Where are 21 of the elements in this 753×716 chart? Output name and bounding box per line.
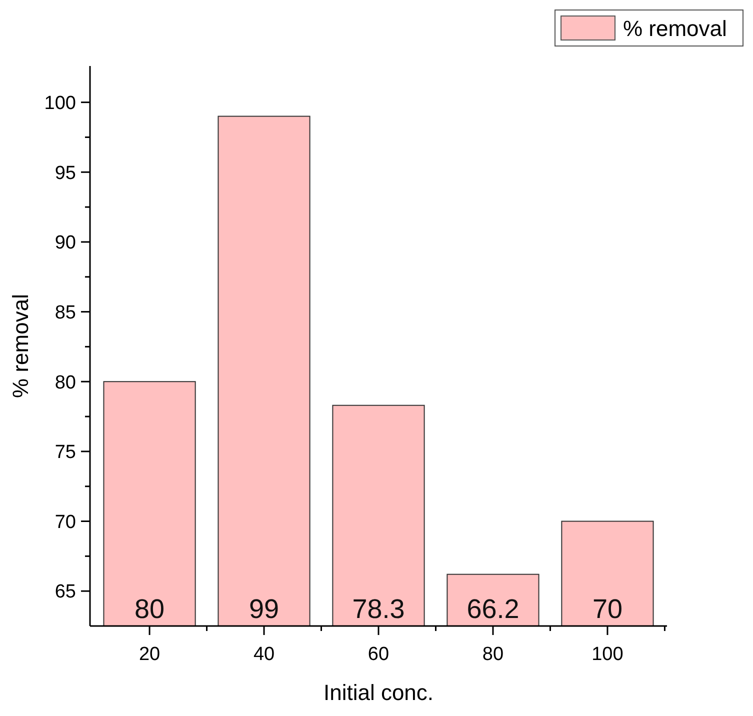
y-tick-label: 70 <box>54 512 76 533</box>
y-axis-title: % removal <box>8 294 33 398</box>
y-tick-label: 75 <box>54 442 76 464</box>
x-tick-label: 60 <box>368 644 390 665</box>
data-label: 99 <box>248 594 280 624</box>
x-tick-label: 40 <box>253 644 275 665</box>
data-label: 66.2 <box>466 594 520 624</box>
x-tick-label: 80 <box>482 644 504 665</box>
y-tick-label: 95 <box>54 162 76 184</box>
y-tick-label: 100 <box>44 92 76 114</box>
legend-label: % removal <box>623 16 727 41</box>
data-label: 78.3 <box>352 594 405 624</box>
x-tick-label: 100 <box>592 644 624 665</box>
data-label: 80 <box>134 594 165 624</box>
y-tick-label: 65 <box>54 582 76 603</box>
y-tick-label: 85 <box>54 302 76 324</box>
y-tick-label: 90 <box>54 232 76 254</box>
x-tick-label: 20 <box>138 644 160 665</box>
data-label: 70 <box>592 594 622 624</box>
x-axis-title: Initial conc. <box>323 680 434 705</box>
y-tick-label: 80 <box>54 372 76 394</box>
